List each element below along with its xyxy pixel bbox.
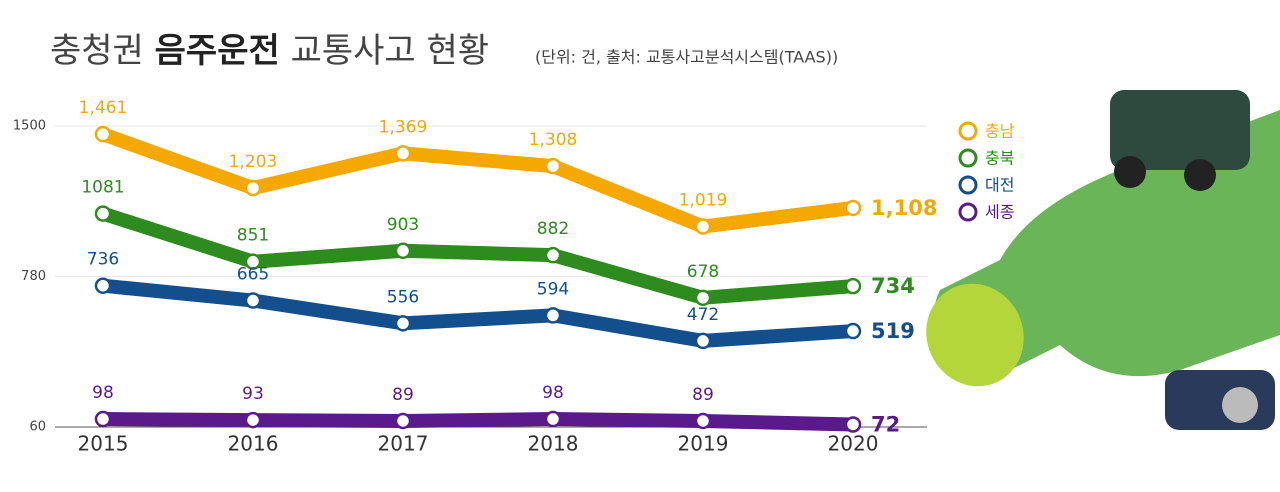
point — [544, 410, 562, 428]
legend-label: 세종 — [985, 203, 1014, 222]
point — [544, 307, 562, 324]
title-part: 음주운전 — [155, 31, 280, 71]
value-label: 851 — [237, 226, 269, 246]
point — [394, 145, 412, 162]
value-label: 472 — [687, 305, 719, 325]
point — [394, 412, 412, 430]
point — [94, 410, 112, 428]
value-label: 89 — [692, 385, 714, 405]
point — [244, 292, 262, 309]
point — [544, 246, 562, 264]
legend-marker — [958, 148, 978, 168]
point — [694, 412, 712, 430]
point — [694, 289, 712, 307]
value-label: 1,019 — [679, 191, 728, 211]
value-label: 665 — [237, 265, 269, 285]
value-label: 98 — [92, 383, 114, 403]
point — [844, 199, 862, 217]
value-label: 72 — [871, 412, 900, 436]
point — [544, 157, 562, 175]
value-label: 1,461 — [79, 98, 128, 118]
y-tick-label: 60 — [29, 420, 46, 435]
x-tick-label: 2018 — [528, 432, 579, 456]
point — [844, 277, 862, 295]
y-tick-label: 1500 — [13, 119, 46, 134]
point — [94, 125, 112, 143]
value-label: 556 — [387, 287, 419, 307]
point — [94, 277, 112, 294]
series-line — [100, 127, 854, 234]
x-tick-label: 2015 — [78, 432, 129, 456]
legend-label: 대전 — [985, 176, 1014, 195]
point — [244, 253, 262, 270]
point — [244, 411, 262, 429]
value-label: 734 — [871, 274, 915, 298]
value-label: 882 — [537, 219, 569, 239]
value-label: 594 — [537, 279, 569, 299]
chart-title: 충청권 음주운전 교통사고 현황 — [50, 31, 489, 71]
value-label: 1,369 — [379, 117, 428, 137]
legend-marker — [958, 175, 978, 195]
value-label: 903 — [387, 215, 419, 235]
point — [844, 322, 862, 340]
value-label: 98 — [542, 383, 564, 403]
title-part: 충청권 — [50, 31, 144, 71]
point — [694, 332, 712, 350]
value-label: 93 — [242, 384, 264, 404]
value-label: 519 — [871, 319, 915, 343]
x-tick-label: 2019 — [678, 432, 729, 456]
legend-label: 충남 — [985, 122, 1015, 141]
legend-marker — [958, 202, 978, 222]
point — [394, 242, 412, 260]
legend-marker — [958, 121, 978, 141]
subtitle: (단위: 건, 출처: 교통사고분석시스템(TAAS)) — [535, 48, 838, 67]
series-line — [100, 206, 854, 305]
x-tick-label: 2017 — [378, 432, 429, 456]
point — [94, 205, 112, 222]
point — [694, 218, 712, 235]
value-label: 1,203 — [229, 152, 278, 172]
point — [244, 179, 262, 197]
value-label: 89 — [392, 385, 414, 405]
value-label: 1081 — [81, 178, 124, 198]
series-line — [102, 412, 854, 432]
point — [394, 315, 412, 332]
x-tick-label: 2020 — [828, 432, 879, 456]
x-tick-label: 2016 — [228, 432, 279, 456]
title-part: 교통사고 현황 — [291, 31, 490, 71]
value-label: 678 — [687, 262, 719, 282]
value-label: 736 — [87, 250, 119, 270]
series-line — [102, 278, 854, 348]
y-tick-label: 780 — [21, 269, 46, 284]
value-label: 1,308 — [529, 130, 578, 150]
decoration — [926, 90, 1280, 430]
point — [844, 416, 862, 433]
value-label: 1,108 — [871, 196, 937, 220]
legend-label: 충북 — [985, 149, 1014, 168]
